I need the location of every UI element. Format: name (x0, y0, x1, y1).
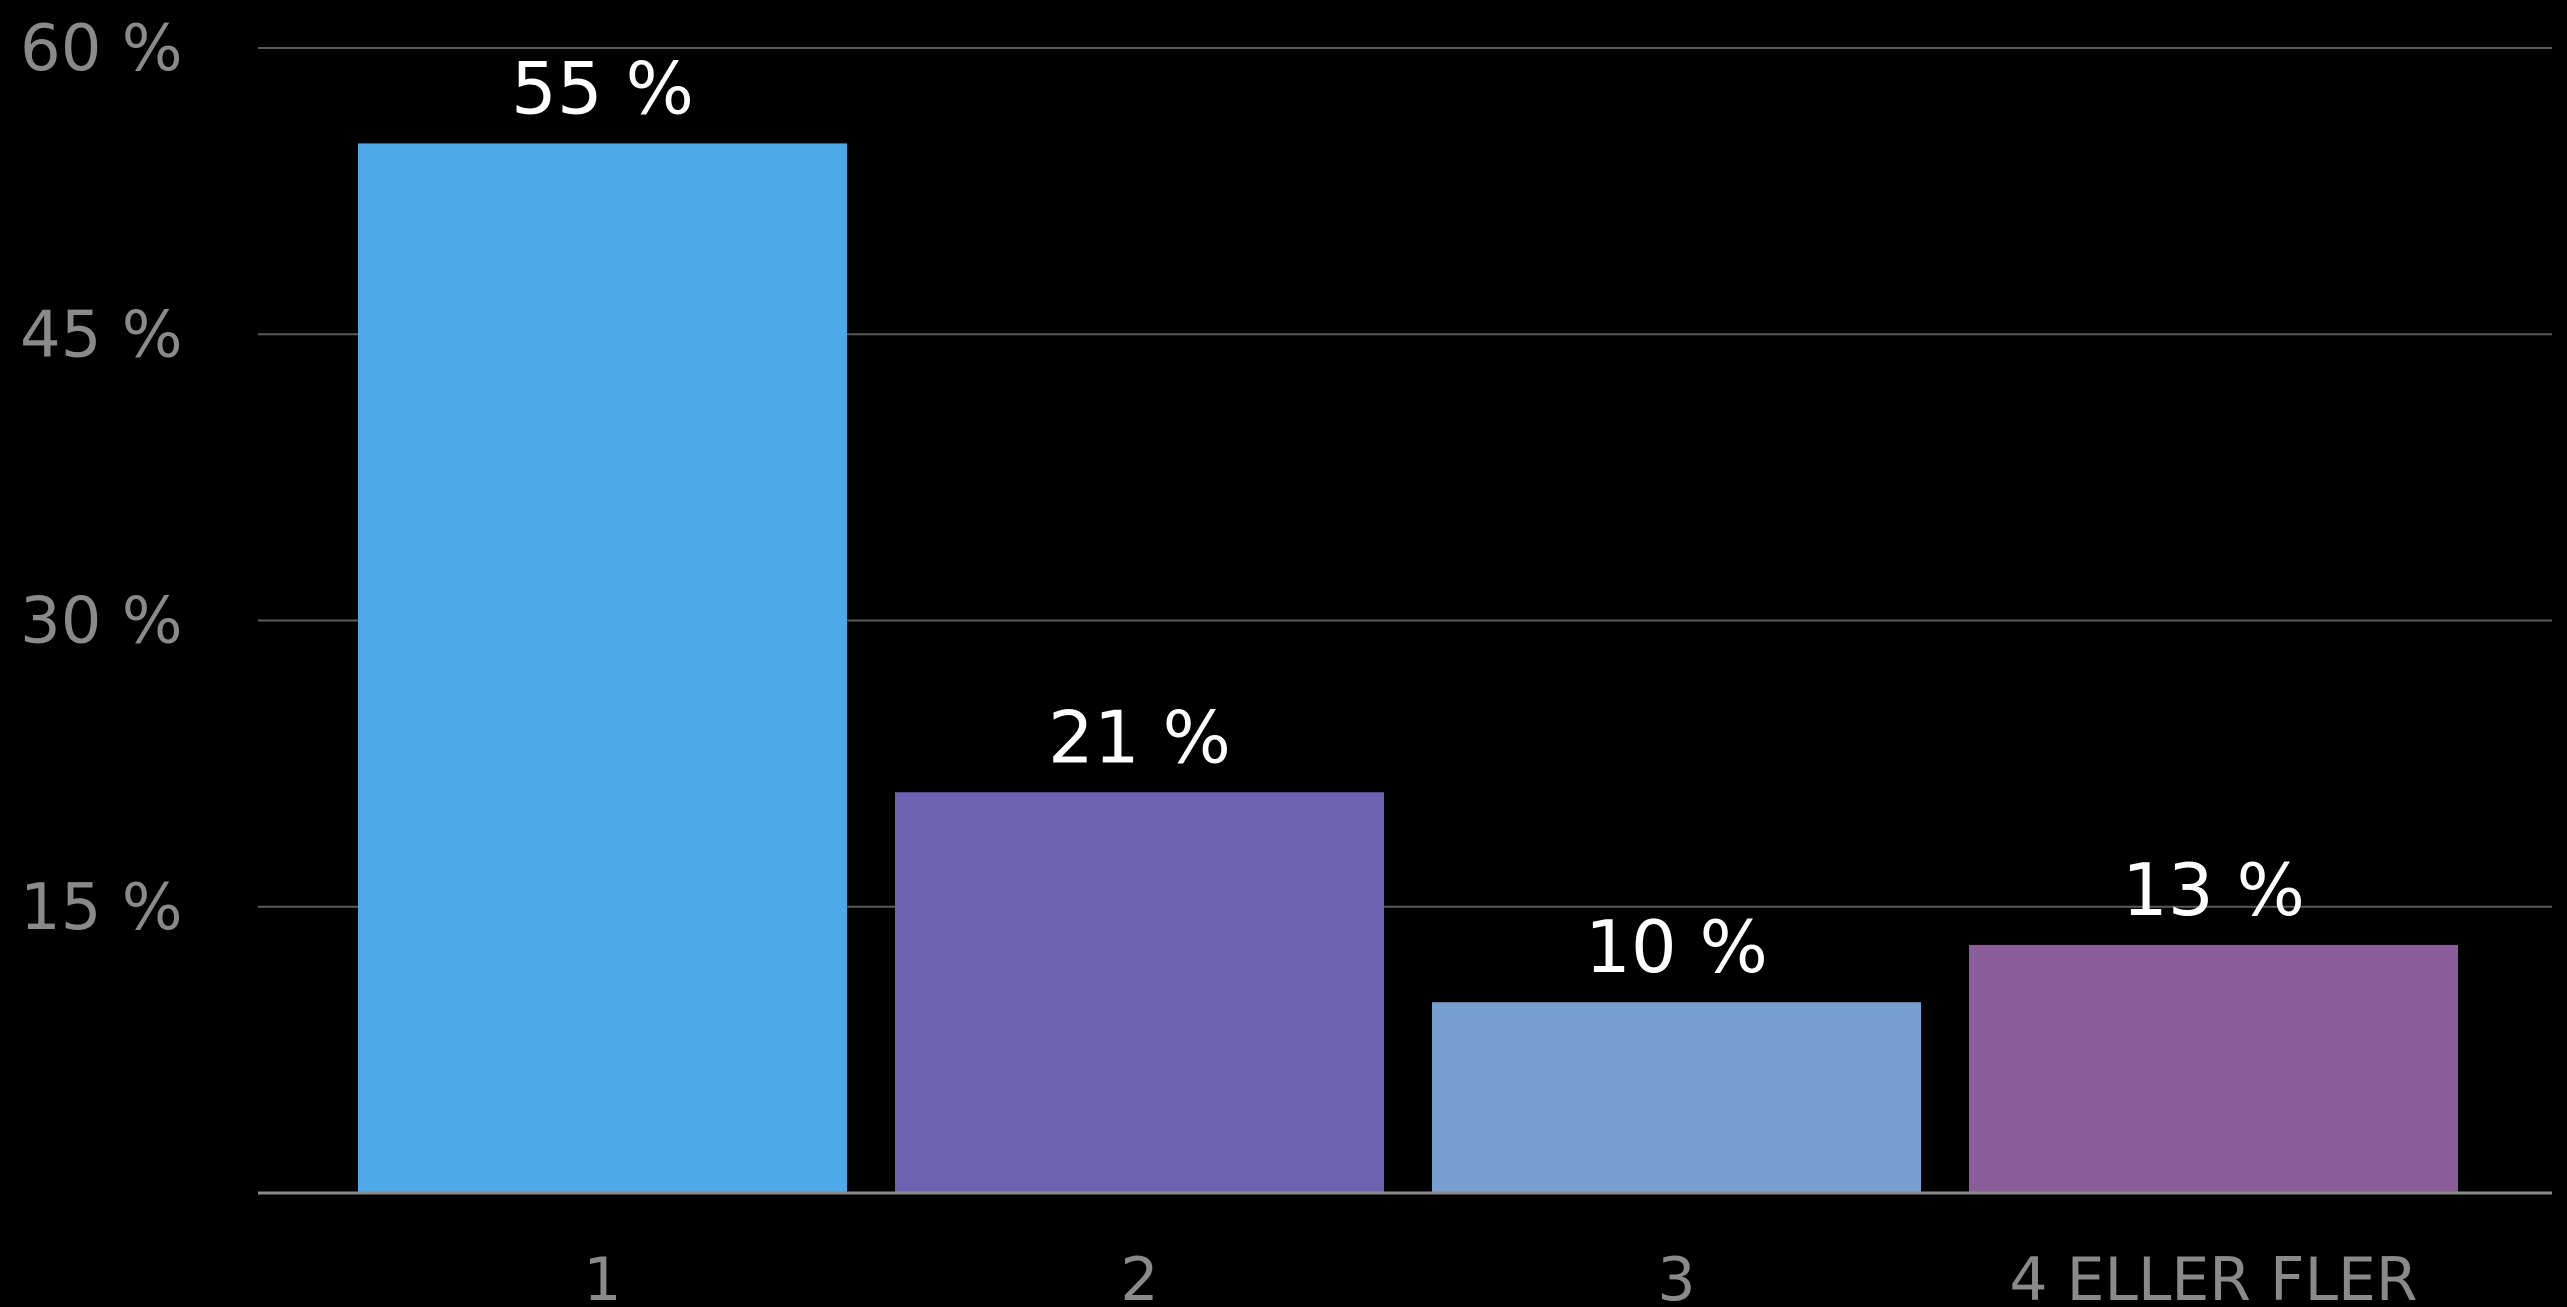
bar-2 (895, 792, 1384, 1193)
data-label-4: 13 % (2122, 848, 2305, 932)
bar-3 (1432, 1002, 1921, 1193)
category-label-4: 4 ELLER FLER (2009, 1245, 2417, 1307)
data-label-2: 21 % (1048, 695, 1231, 779)
y-tick-label: 15 % (20, 871, 183, 945)
y-axis-ticks: 15 % 30 % 45 % 60 % (20, 12, 183, 945)
y-tick-label: 45 % (20, 298, 183, 372)
category-label-1: 1 (583, 1245, 621, 1307)
category-label-2: 2 (1120, 1245, 1158, 1307)
category-label-3: 3 (1657, 1245, 1695, 1307)
bar-1 (358, 143, 847, 1194)
data-label-3: 10 % (1585, 905, 1768, 989)
y-tick-label: 60 % (20, 12, 183, 86)
x-axis-categories: 1 2 3 4 ELLER FLER (583, 1245, 2417, 1307)
data-label-1: 55 % (511, 46, 694, 130)
y-tick-label: 30 % (20, 585, 183, 659)
data-labels: 55 % 21 % 10 % 13 % (511, 46, 2305, 989)
bar-4 (1969, 944, 2458, 1193)
bars (358, 143, 2458, 1194)
